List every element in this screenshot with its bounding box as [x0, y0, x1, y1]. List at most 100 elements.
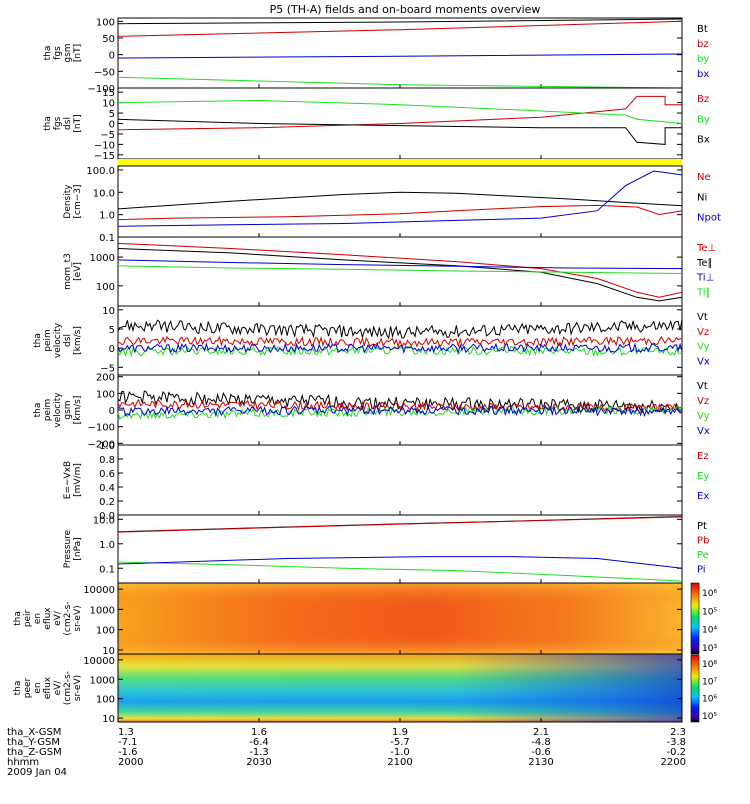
y-tick-label: 10 — [102, 714, 115, 725]
y-tick-label: 10000 — [83, 585, 115, 596]
peer-heatmap-overlay — [118, 654, 682, 722]
yellow-separator-bar — [118, 159, 682, 166]
legend-entry: Pe — [697, 550, 709, 561]
series-line — [117, 556, 683, 569]
x-axis-row-value: -6.4 — [249, 737, 269, 748]
series-line — [117, 516, 683, 533]
peer-colorbar — [690, 654, 700, 723]
legend-entry: Ti⊥ — [696, 273, 714, 284]
y-axis-label: tha — [13, 611, 23, 626]
y-tick-label: 50 — [102, 34, 115, 45]
y-axis-label: [cm−3] — [73, 184, 83, 218]
y-tick-label: 0.4 — [99, 483, 115, 494]
series-line — [117, 345, 683, 358]
series-line — [117, 404, 683, 418]
legend-entry: Vt — [697, 312, 708, 323]
y-tick-label: −100 — [88, 423, 115, 434]
colorbar-tick-label: 10⁶ — [702, 695, 717, 705]
x-axis-row-value: -0.6 — [531, 747, 551, 758]
y-tick-label: 5 — [109, 109, 115, 120]
y-tick-label: 100 — [96, 626, 115, 637]
panel-efield: 1.0 0.8 0.6 0.4 0.2 0.0 E=−VxB [mV/m] Ez Ey Ex — [63, 441, 709, 522]
y-axis-label: (cm2-s- — [63, 671, 73, 705]
y-axis-label: dsl — [63, 334, 73, 347]
y-tick-label: −100 — [88, 84, 115, 95]
legend-entry: Ex — [697, 491, 709, 502]
x-axis-row-value: -0.2 — [666, 747, 686, 758]
y-axis-label: tha — [43, 116, 53, 131]
y-tick-label: 10.0 — [93, 515, 115, 526]
y-tick-label: 200 — [96, 373, 115, 384]
x-axis-row-label: tha_X-GSM — [7, 727, 61, 738]
y-axis-label: eV/ — [53, 610, 63, 626]
series-line — [117, 20, 683, 37]
legend-entry: Npot — [697, 213, 721, 224]
panel-temperature: 1000 100 mom_t3 [eV] Te⊥ Te∥ Ti⊥ Ti∥ — [63, 236, 716, 307]
colorbar-tick-label: 10⁵ — [702, 712, 717, 722]
legend-entry: Vy — [697, 411, 710, 422]
panel-frame — [117, 165, 683, 238]
legend-entry: Bz — [697, 94, 709, 105]
y-axis-label: [mV/m] — [73, 463, 83, 497]
x-axis-row-value: 2000 — [118, 757, 143, 768]
series-line — [117, 259, 683, 270]
x-axis-row-value: 1.9 — [392, 727, 408, 738]
y-axis-label: tha — [33, 333, 43, 348]
y-axis-label: Pressure — [63, 529, 73, 568]
series-line — [117, 170, 683, 227]
x-axis-row-value: 2030 — [246, 757, 271, 768]
y-axis-label: mom_t3 — [63, 253, 73, 290]
y-axis-label: dsl — [63, 117, 73, 130]
x-axis-row-value: -4.8 — [531, 737, 551, 748]
x-axis-row-value: 2200 — [661, 757, 686, 768]
y-tick-label: 15 — [102, 88, 115, 99]
x-axis-row-value: 1.6 — [251, 727, 267, 738]
y-tick-label: 1.0 — [99, 540, 115, 551]
panel-peim-gsm: 200 100 0 −100 −200 tha peim velocity gsm [km/s] V… — [33, 373, 710, 451]
y-axis-label: fgs — [53, 116, 63, 130]
series-line — [117, 390, 683, 414]
peir-heatmap-overlay — [118, 583, 682, 654]
y-axis-label: [nT] — [73, 114, 83, 132]
series-line — [117, 248, 683, 302]
colorbar-tick-label: 10⁶ — [702, 589, 717, 599]
y-tick-label: 100 — [96, 389, 115, 400]
x-axis-row-value: 2.3 — [670, 727, 686, 738]
y-tick-label: 0.2 — [99, 497, 115, 508]
x-axis-row-value: 1.3 — [118, 727, 134, 738]
colorbar-tick-label: 10⁴ — [702, 626, 717, 636]
y-axis-label: velocity — [53, 392, 63, 428]
series-line — [117, 53, 683, 59]
y-tick-label: −50 — [94, 67, 115, 78]
date-label: 2009 Jan 04 — [7, 767, 67, 778]
y-tick-label: 1.0 — [99, 211, 115, 222]
legend-entry: Vy — [697, 342, 710, 353]
peir-colorbar — [690, 582, 700, 655]
series-line — [117, 18, 683, 25]
y-tick-label: 10 — [102, 646, 115, 657]
colorbar-tick-label: 10⁵ — [702, 607, 717, 617]
legend-entry: Pt — [697, 521, 707, 532]
legend-entry: Bx — [697, 135, 710, 146]
y-tick-label: 100 — [96, 17, 115, 28]
series-line — [117, 319, 683, 340]
y-axis-label: tha — [43, 46, 53, 61]
y-axis-label: [nPa] — [73, 537, 83, 560]
colorbar-tick-label: 10³ — [702, 644, 717, 654]
x-axis-row-value: -1.6 — [118, 747, 138, 758]
y-axis-label: velocity — [53, 322, 63, 358]
legend-entry: Ez — [697, 451, 709, 462]
y-axis-label: fgs — [53, 46, 63, 60]
y-tick-label: 100.0 — [86, 166, 115, 177]
legend-entry: Vz — [697, 327, 709, 338]
series-line — [117, 95, 682, 131]
y-axis-label: tha — [33, 403, 43, 418]
legend-entry: bx — [697, 69, 709, 80]
series-line — [117, 265, 683, 274]
y-axis-label: peir — [23, 609, 33, 627]
legend-entry: Ne — [697, 172, 711, 183]
panel-frame — [117, 17, 683, 89]
y-axis-label: [km/s] — [73, 326, 83, 355]
legend-entry: Vz — [697, 396, 709, 407]
legend-entry: Ey — [697, 471, 709, 482]
